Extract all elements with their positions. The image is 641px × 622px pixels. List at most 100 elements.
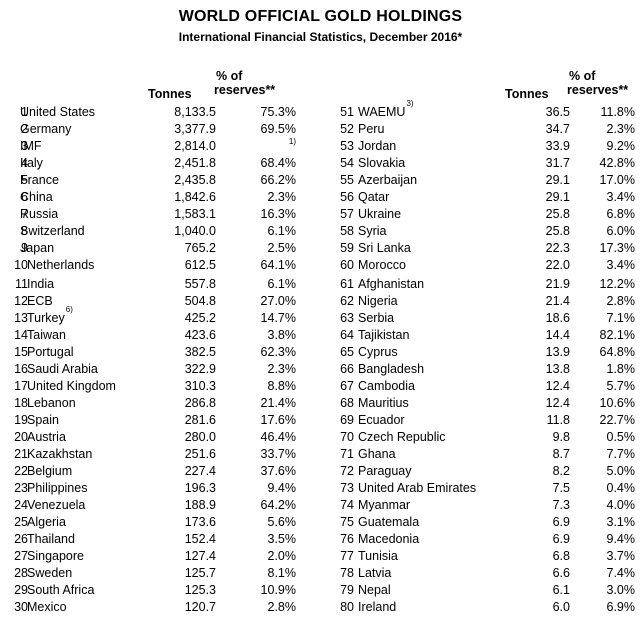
tonnes-cell: 765.2 bbox=[184, 241, 216, 255]
pct-reserves-cell: 14.7% bbox=[260, 311, 296, 325]
table-row: 75 Guatemala 6.9 3.1% bbox=[340, 514, 637, 531]
rank-cell: 71 bbox=[340, 447, 354, 461]
tonnes-cell: 1,583.1 bbox=[174, 207, 216, 221]
country-name: Austria bbox=[27, 430, 66, 444]
country-cell: Saudi Arabia bbox=[27, 361, 98, 378]
tonnes-cell: 1,842.6 bbox=[174, 190, 216, 204]
pct-reserves-cell: 1) bbox=[288, 137, 296, 146]
pct-reserves-cell: 10.9% bbox=[260, 583, 296, 597]
table-row: 11 India 557.8 6.1% bbox=[6, 276, 306, 293]
tonnes-cell: 6.1 bbox=[552, 583, 570, 597]
pct-reserves-cell: 3.4% bbox=[606, 190, 636, 204]
table-row: 65 Cyprus 13.9 64.8% bbox=[340, 344, 637, 361]
country-cell: IMF bbox=[20, 138, 42, 155]
country-cell: Cyprus bbox=[358, 344, 398, 361]
tonnes-cell: 7.5 bbox=[552, 481, 570, 495]
table-row: 7 Russia 1,583.1 16.3% bbox=[6, 206, 306, 223]
rank-cell: 80 bbox=[340, 600, 354, 614]
pct-reserves-cell: 22.7% bbox=[599, 413, 635, 427]
pct-reserves-cell: 21.4% bbox=[260, 396, 296, 410]
table-row: 69 Ecuador 11.8 22.7% bbox=[340, 412, 637, 429]
table-row: 58 Syria 25.8 6.0% bbox=[340, 223, 637, 240]
country-name: Mexico bbox=[27, 600, 67, 614]
country-name: Paraguay bbox=[358, 464, 412, 478]
country-name: Singapore bbox=[27, 549, 84, 563]
country-name: Tunisia bbox=[358, 549, 398, 563]
country-name: Myanmar bbox=[358, 498, 411, 512]
country-cell: Morocco bbox=[358, 257, 406, 274]
country-cell: Nepal bbox=[358, 582, 391, 599]
country-cell: Germany bbox=[20, 121, 71, 138]
rank-cell: 75 bbox=[340, 515, 354, 529]
tonnes-cell: 286.8 bbox=[184, 396, 216, 410]
pct-reserves-cell: 2.3% bbox=[267, 362, 297, 376]
country-name: France bbox=[20, 173, 59, 187]
pct-column-header-line2: reserves** bbox=[567, 83, 629, 97]
rank-cell: 14 bbox=[14, 328, 28, 342]
tonnes-cell: 6.8 bbox=[552, 549, 570, 563]
tonnes-cell: 120.7 bbox=[184, 600, 216, 614]
country-cell: United Kingdom bbox=[27, 378, 116, 395]
country-name: Sri Lanka bbox=[358, 241, 411, 255]
pct-reserves-cell: 5.0% bbox=[606, 464, 636, 478]
table-row: 20 Austria 280.0 46.4% bbox=[6, 429, 306, 446]
rank-cell: 77 bbox=[340, 549, 354, 563]
tonnes-cell: 125.3 bbox=[184, 583, 216, 597]
table-row: 1 United States 8,133.5 75.3% bbox=[6, 104, 306, 121]
table-row: 4 Italy 2,451.8 68.4% bbox=[6, 155, 306, 172]
country-cell: Tunisia bbox=[358, 548, 398, 565]
tonnes-column-header: Tonnes bbox=[505, 87, 549, 101]
table-row: 5 France 2,435.8 66.2% bbox=[6, 172, 306, 189]
table-row: 28 Sweden 125.7 8.1% bbox=[6, 565, 306, 582]
rank-cell: 76 bbox=[340, 532, 354, 546]
country-cell: Mexico bbox=[27, 599, 67, 616]
pct-reserves-cell: 16.3% bbox=[260, 207, 296, 221]
tonnes-cell: 14.4 bbox=[545, 328, 570, 342]
pct-reserves-cell: 75.3% bbox=[260, 105, 296, 119]
tonnes-cell: 31.7 bbox=[545, 156, 570, 170]
pct-reserves-cell: 37.6% bbox=[260, 464, 296, 478]
tonnes-cell: 21.4 bbox=[545, 294, 570, 308]
tonnes-cell: 281.6 bbox=[184, 413, 216, 427]
rank-cell: 21 bbox=[14, 447, 28, 461]
rank-cell: 3 bbox=[21, 139, 28, 153]
tonnes-cell: 12.4 bbox=[545, 396, 570, 410]
table-row: 59 Sri Lanka 22.3 17.3% bbox=[340, 240, 637, 257]
country-name: Nepal bbox=[358, 583, 391, 597]
country-cell: Algeria bbox=[27, 514, 66, 531]
country-name: Switzerland bbox=[20, 224, 85, 238]
tonnes-cell: 227.4 bbox=[184, 464, 216, 478]
country-name: United Arab Emirates bbox=[358, 481, 477, 495]
rank-cell: 16 bbox=[14, 362, 28, 376]
footnote-marker: 3) bbox=[406, 98, 414, 108]
tonnes-cell: 33.9 bbox=[545, 139, 570, 153]
rank-cell: 74 bbox=[340, 498, 354, 512]
country-name: Venezuela bbox=[27, 498, 86, 512]
tonnes-cell: 7.3 bbox=[552, 498, 570, 512]
country-cell: Czech Republic bbox=[358, 429, 446, 446]
rank-cell: 9 bbox=[21, 241, 28, 255]
country-cell: Austria bbox=[27, 429, 66, 446]
country-cell: Belgium bbox=[27, 463, 72, 480]
country-name: Italy bbox=[20, 156, 43, 170]
table-row: 76 Macedonia 6.9 9.4% bbox=[340, 531, 637, 548]
pct-reserves-cell: 5.7% bbox=[606, 379, 636, 393]
pct-reserves-cell: 9.4% bbox=[606, 532, 636, 546]
tonnes-cell: 322.9 bbox=[184, 362, 216, 376]
rank-cell: 10 bbox=[14, 258, 28, 272]
rank-cell: 13 bbox=[14, 311, 28, 325]
country-name: Jordan bbox=[358, 139, 397, 153]
tonnes-cell: 2,814.0 bbox=[174, 139, 216, 153]
rank-cell: 27 bbox=[14, 549, 28, 563]
country-cell: Azerbaijan bbox=[358, 172, 417, 189]
table-row: 63 Serbia 18.6 7.1% bbox=[340, 310, 637, 327]
country-cell: Japan bbox=[20, 240, 54, 257]
country-cell: Sweden bbox=[27, 565, 72, 582]
tonnes-cell: 196.3 bbox=[184, 481, 216, 495]
table-row: 10 Netherlands 612.5 64.1% bbox=[6, 257, 306, 274]
table-row: 78 Latvia 6.6 7.4% bbox=[340, 565, 637, 582]
country-cell: Italy bbox=[20, 155, 43, 172]
tonnes-cell: 13.9 bbox=[545, 345, 570, 359]
pct-reserves-cell: 8.1% bbox=[267, 566, 297, 580]
rank-cell: 59 bbox=[340, 241, 354, 255]
